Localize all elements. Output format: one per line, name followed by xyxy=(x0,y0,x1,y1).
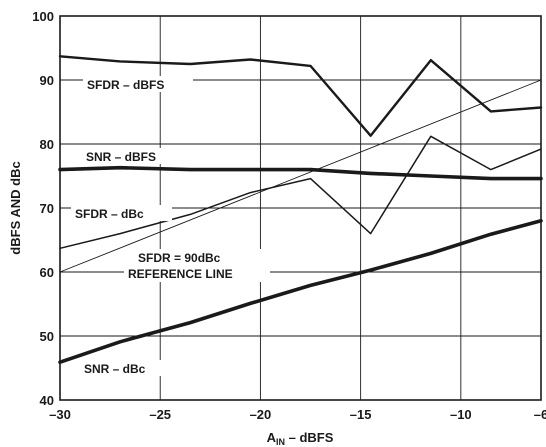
y-tick-label: 80 xyxy=(40,137,54,152)
x-tick-label: –25 xyxy=(149,407,171,422)
y-axis-title: dBFS AND dBc xyxy=(8,161,23,254)
label-snr-dbfs: SNR – dBFS xyxy=(86,150,156,164)
series-labels: SFDR – dBFS SNR – dBFS SFDR – dBc SFDR =… xyxy=(71,76,270,376)
x-axis-title-subscript: IN xyxy=(276,437,285,447)
label-bg-sfdr-dbfs xyxy=(83,76,193,92)
x-tick-label: –6 xyxy=(534,407,546,422)
tick-labels: –30 –25 –20 –15 –10 –6 40 50 60 70 80 90 100 xyxy=(32,9,546,422)
x-axis-title-main: A xyxy=(267,430,277,445)
series-line-1 xyxy=(58,165,543,181)
plot-frame xyxy=(59,15,542,401)
x-axis-title-rest: – dBFS xyxy=(285,430,334,445)
y-tick-label: 60 xyxy=(40,265,54,280)
x-tick-label: –15 xyxy=(350,407,372,422)
x-tick-label: –20 xyxy=(250,407,272,422)
label-sfdr-dbfs: SFDR – dBFS xyxy=(87,78,164,92)
label-ref-line-1: SFDR = 90dBc xyxy=(138,251,221,265)
x-tick-label: –30 xyxy=(49,407,71,422)
label-bg-ref-line xyxy=(124,249,270,282)
label-sfdr-dbc: SFDR – dBc xyxy=(75,207,144,221)
series-line-3 xyxy=(58,219,543,365)
label-ref-line-2: REFERENCE LINE xyxy=(128,267,233,281)
y-tick-label: 50 xyxy=(40,329,54,344)
series-line-2 xyxy=(59,135,542,250)
x-tick-label: –10 xyxy=(450,407,472,422)
y-tick-label: 70 xyxy=(40,201,54,216)
y-tick-label: 100 xyxy=(32,9,54,24)
series-line-4 xyxy=(59,79,542,273)
label-bg-snr-dbc xyxy=(80,360,170,376)
label-bg-sfdr-dbc xyxy=(71,205,172,221)
label-bg-snr-dbfs xyxy=(82,148,184,164)
label-snr-dbc: SNR – dBc xyxy=(84,362,146,376)
series-line-0 xyxy=(58,55,543,137)
x-axis-title: AIN – dBFS xyxy=(267,430,334,447)
y-tick-label: 40 xyxy=(40,393,54,408)
series-lines xyxy=(58,55,543,365)
y-tick-label: 90 xyxy=(40,73,54,88)
